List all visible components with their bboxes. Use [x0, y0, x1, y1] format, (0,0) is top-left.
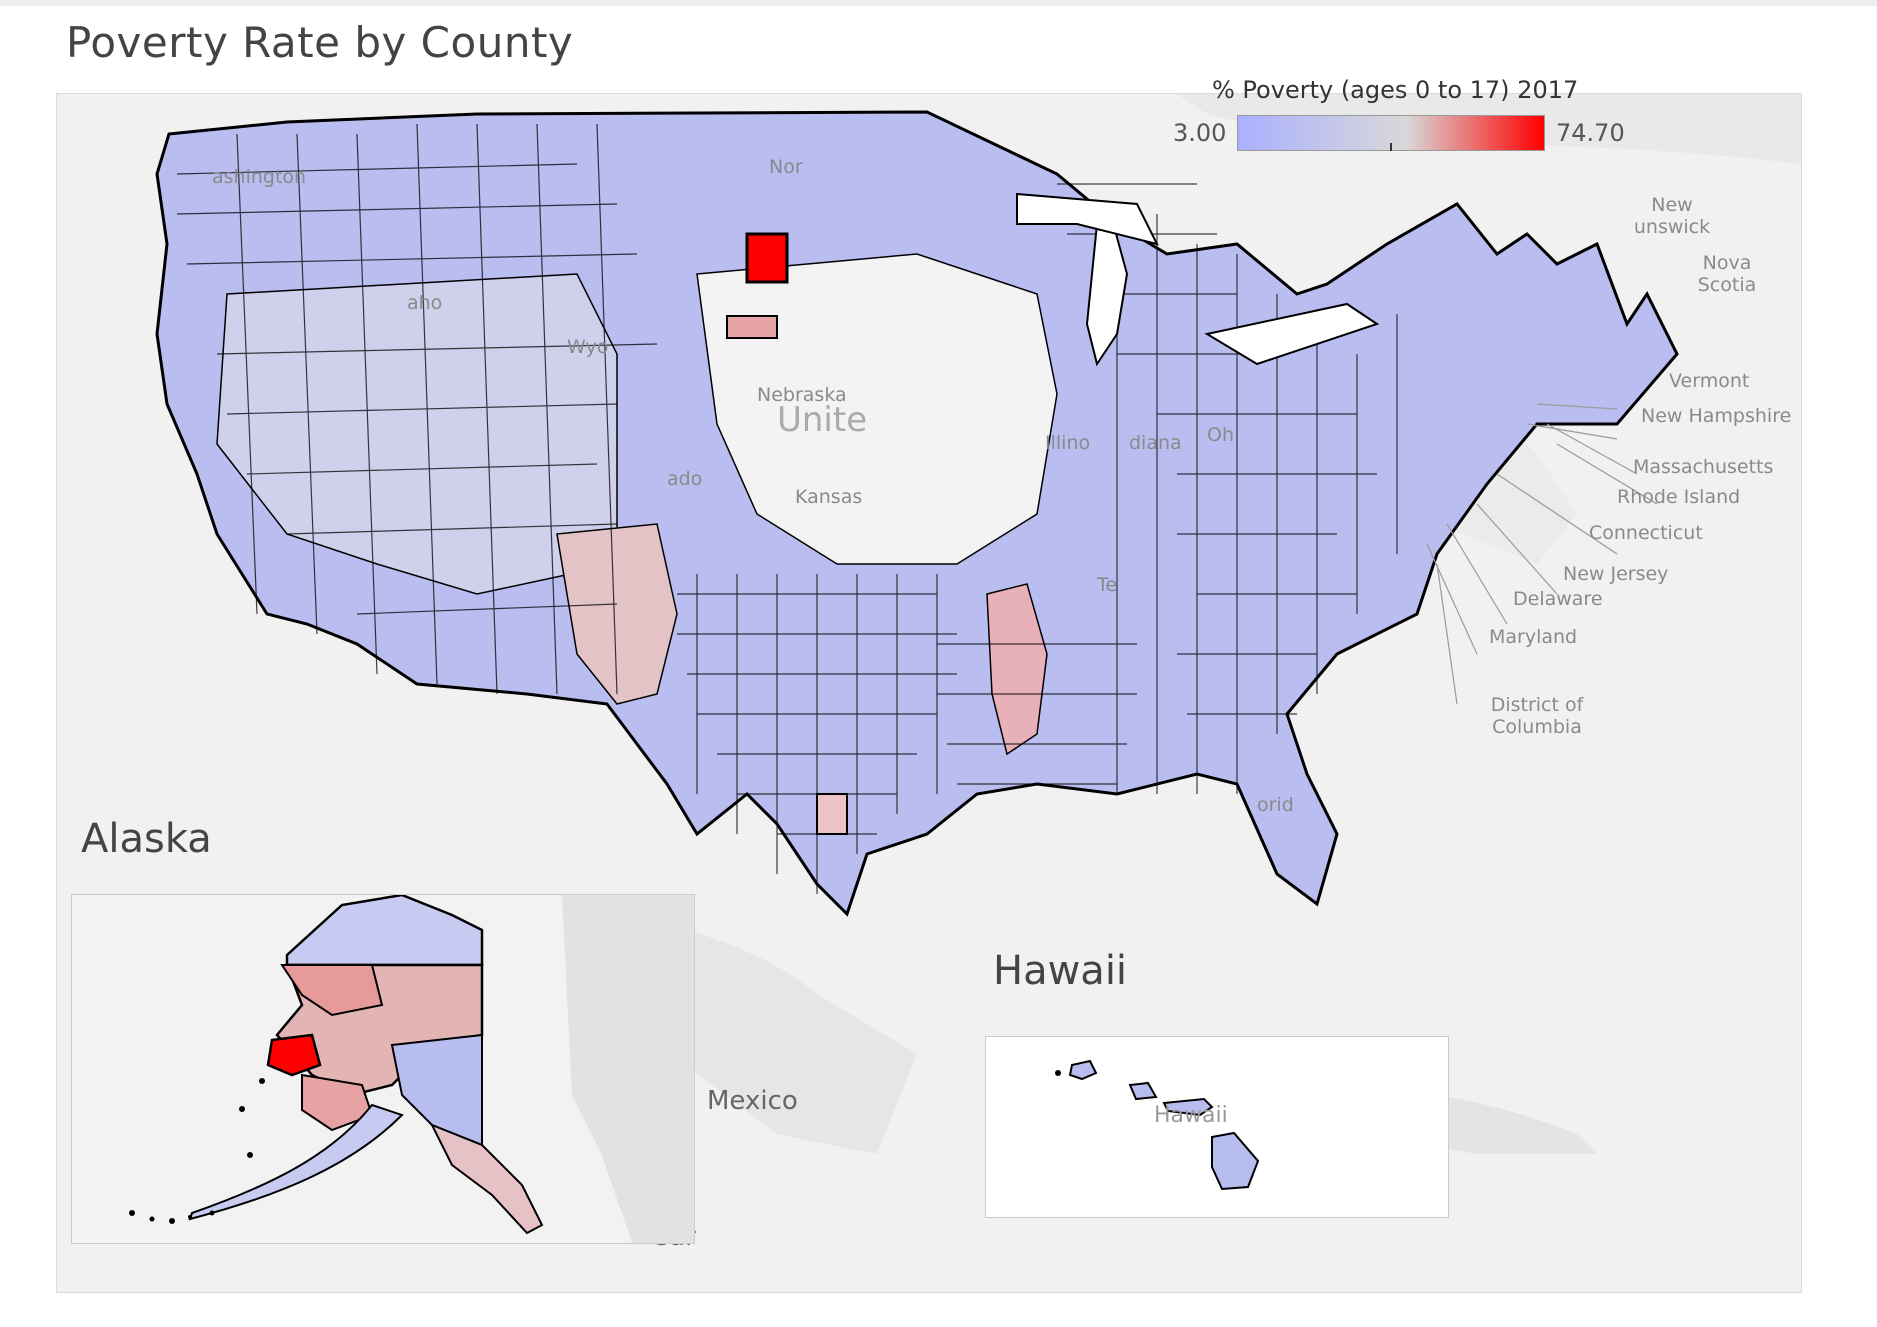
southwest-pink-counties	[556, 523, 678, 705]
illinois-label: Illino	[1045, 432, 1091, 454]
legend-color-ramp	[1237, 115, 1545, 151]
high-poverty-county-nd[interactable]	[745, 232, 789, 284]
washington-label: ashington	[212, 166, 307, 188]
alaska-high-poverty-county[interactable]	[266, 1033, 322, 1077]
alaska-southwest[interactable]	[301, 1073, 374, 1132]
great-plains-gap-region	[696, 253, 1058, 565]
pink-county-tx[interactable]	[816, 793, 848, 835]
alaska-inset[interactable]	[71, 894, 695, 1244]
map-view[interactable]: ashington aho Wyo Nor Nebraska Unite ado…	[56, 93, 1802, 1293]
alaska-northwest-pink[interactable]	[280, 964, 384, 1017]
oahu-island[interactable]	[1128, 1081, 1158, 1101]
legend-min-label: 3.00	[1173, 119, 1227, 147]
mexico-label: Mexico	[707, 1086, 798, 1116]
lake-superior	[1016, 192, 1159, 246]
hawaii-map	[986, 1037, 1448, 1217]
ohio-label: Oh	[1207, 424, 1234, 446]
page-title: Poverty Rate by County	[66, 18, 574, 67]
colorado-label: ado	[667, 468, 703, 490]
callout-maryland: Maryland	[1489, 626, 1578, 648]
legend-midpoint-tick	[1390, 143, 1392, 151]
nebraska-label: Nebraska	[757, 384, 847, 406]
callout-connecticut: Connecticut	[1589, 522, 1703, 544]
hawaii-inset-label: Hawaii	[993, 948, 1128, 994]
callout-district-of-columbia: District of Columbia	[1490, 694, 1584, 738]
molokai-maui-islands[interactable]	[1162, 1097, 1214, 1117]
new-brunswick-label: New unswick	[1633, 194, 1711, 238]
callout-rhode-island: Rhode Island	[1617, 486, 1741, 508]
pink-county-sd[interactable]	[726, 315, 778, 339]
hawaii-map-label: Hawaii	[1154, 1103, 1228, 1128]
kauai-island[interactable]	[1068, 1059, 1098, 1081]
texas-label: Te	[1097, 574, 1118, 596]
callout-massachusetts: Massachusetts	[1633, 456, 1774, 478]
idaho-label: aho	[407, 292, 443, 314]
callout-delaware: Delaware	[1513, 588, 1603, 610]
lake-erie-ontario	[1204, 302, 1380, 366]
alaska-panhandle[interactable]	[429, 1123, 544, 1235]
county-borders	[176, 123, 1398, 894]
color-legend[interactable]: % Poverty (ages 0 to 17) 2017 3.00 74.70	[1168, 74, 1638, 154]
top-bar	[0, 0, 1877, 6]
callout-vermont: Vermont	[1669, 370, 1750, 392]
hawaii-big-island[interactable]	[1211, 1131, 1260, 1191]
legend-title: % Poverty (ages 0 to 17) 2017	[1212, 76, 1579, 104]
state-callout-lines	[1426, 403, 1658, 705]
callout-new-jersey: New Jersey	[1563, 563, 1669, 585]
united-states-label: Unite	[777, 400, 868, 440]
alaska-inset-label: Alaska	[81, 816, 212, 862]
alaska-map	[72, 895, 694, 1243]
aleutian-islands	[129, 1078, 265, 1224]
north-dakota-label: Nor	[769, 156, 803, 178]
hawaii-inset[interactable]: Hawaii	[985, 1036, 1449, 1218]
indiana-label: diana	[1129, 432, 1182, 454]
nova-scotia-label: Nova Scotia	[1697, 252, 1757, 296]
west-lighter-counties	[216, 273, 618, 595]
callout-new-hampshire: New Hampshire	[1641, 405, 1792, 427]
legend-max-label: 74.70	[1556, 119, 1625, 147]
kansas-label: Kansas	[795, 486, 863, 508]
wyoming-label: Wyo	[567, 336, 609, 358]
florida-label: orid	[1257, 794, 1294, 816]
